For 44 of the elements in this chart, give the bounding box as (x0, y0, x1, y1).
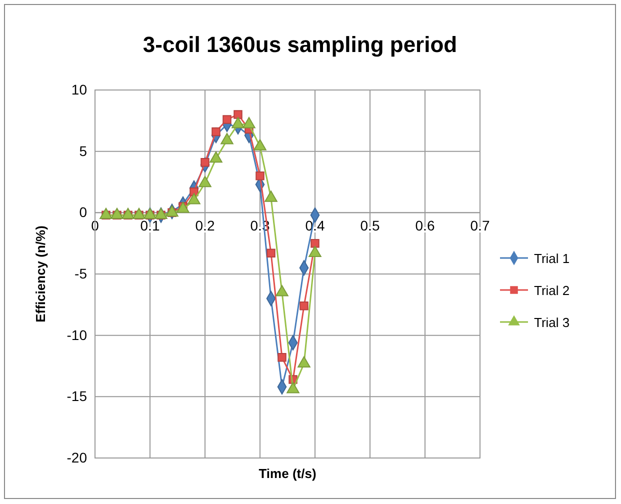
point (122, 208, 134, 220)
point (242, 117, 256, 128)
y-tick-label: -15 (66, 388, 88, 404)
y-axis-title: Efficiency (n/%) (33, 226, 48, 322)
point (132, 208, 146, 220)
point (264, 190, 278, 202)
y-tick-label: -5 (74, 265, 88, 282)
point (232, 117, 244, 128)
x-tick-label: 0.6 (415, 218, 435, 234)
point (254, 139, 266, 150)
y-tick-label: 0 (79, 204, 88, 220)
point (266, 248, 276, 258)
legend-label: Trial 1 (534, 251, 570, 266)
legend-label: Trial 2 (534, 283, 570, 298)
point (220, 132, 234, 144)
x-axis-title: Time (t/s) (258, 466, 316, 481)
y-tick-label: -20 (66, 449, 88, 466)
chart-title: 3-coil 1360us sampling period (142, 32, 458, 57)
legend-label: Trial 3 (534, 315, 570, 330)
point (300, 302, 308, 310)
point (210, 151, 222, 163)
point (198, 176, 212, 188)
point (276, 285, 288, 296)
x-tick-label: 0.7 (470, 218, 490, 234)
y-tick-label: 5 (79, 142, 88, 159)
point (234, 110, 242, 119)
point (278, 353, 286, 362)
point (256, 171, 264, 180)
point (286, 382, 300, 394)
point (222, 115, 232, 124)
x-tick-label: 0.1 (140, 218, 160, 234)
x-tick-label: 0.2 (195, 218, 215, 234)
point (166, 205, 178, 217)
y-tick-label: 10 (71, 81, 88, 98)
x-tick-label: 0.5 (360, 218, 380, 234)
point (308, 246, 322, 258)
point (188, 193, 200, 204)
point (100, 208, 112, 220)
point (298, 356, 310, 368)
point (154, 208, 168, 220)
y-tick-label: -10 (66, 326, 88, 343)
point (110, 208, 124, 220)
point (310, 238, 320, 248)
point (144, 208, 156, 220)
